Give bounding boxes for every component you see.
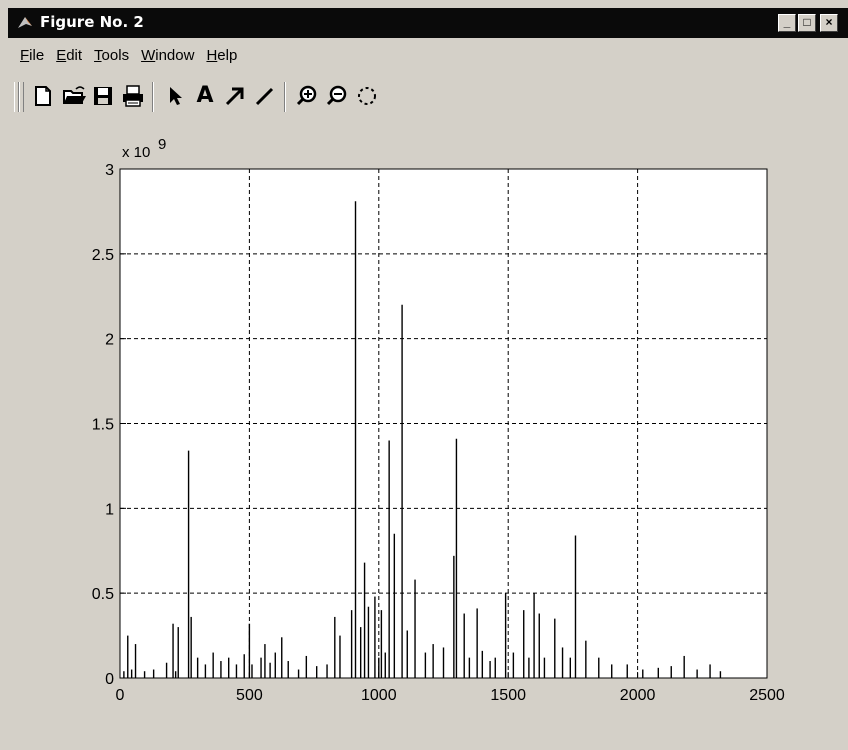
x-tick-label: 1500 (490, 687, 526, 704)
new-figure-button[interactable] (30, 83, 56, 109)
toolbar-grip-2[interactable] (19, 82, 24, 112)
toolbar-separator (152, 82, 154, 112)
menu-tools[interactable]: Tools (94, 47, 130, 64)
arrow-icon (225, 87, 244, 106)
toolbar-separator-2 (284, 82, 286, 112)
close-button[interactable]: × (820, 14, 838, 32)
maximize-button[interactable]: □ (798, 14, 816, 32)
window-title: Figure No. 2 (40, 13, 144, 31)
matlab-logo-icon (18, 17, 32, 28)
maximize-icon: □ (803, 15, 811, 29)
toolbar-grip[interactable] (14, 82, 19, 112)
insert-text-button[interactable]: A (192, 83, 218, 109)
y-exponent-power: 9 (158, 136, 166, 153)
x-tick-label: 1000 (361, 687, 397, 704)
zoom-in-button[interactable] (294, 83, 320, 109)
zoom-out-icon (326, 85, 347, 106)
insert-arrow-button[interactable] (222, 83, 248, 109)
save-icon (94, 87, 112, 105)
open-file-button[interactable] (62, 83, 88, 109)
bar-chart[interactable]: 0 500 1000 1500 2000 2500 0 0.5 1 1.5 2 2.5 3 x 10 9 (0, 120, 848, 750)
new-file-icon (35, 86, 51, 106)
x-tick-label: 0 (116, 687, 125, 704)
y-tick-label: 1.5 (92, 417, 114, 434)
y-tick-label: 2 (105, 332, 114, 349)
y-tick-label: 1 (105, 501, 114, 518)
menu-bar: File Edit Tools Window Help (8, 44, 848, 72)
toolbar: A (8, 76, 848, 116)
menu-help[interactable]: Help (206, 47, 238, 64)
minimize-icon: _ (783, 15, 791, 29)
insert-line-button[interactable] (252, 83, 278, 109)
print-icon (123, 85, 143, 107)
menu-file[interactable]: File (20, 47, 45, 64)
zoom-out-button[interactable] (324, 83, 350, 109)
open-folder-icon (63, 86, 86, 104)
rotate-3d-button[interactable] (354, 83, 380, 109)
y-tick-label: 0 (105, 671, 114, 688)
chart-area: 0 500 1000 1500 2000 2500 0 0.5 1 1.5 2 2.5 3 x 10 9 (0, 120, 848, 750)
menu-edit[interactable]: Edit (56, 47, 83, 64)
y-tick-label: 2.5 (92, 247, 114, 264)
line-icon (255, 87, 274, 106)
menu-window[interactable]: Window (141, 47, 195, 64)
rotate-icon (358, 87, 376, 105)
arrow-pointer-icon (170, 87, 182, 105)
edit-plot-button[interactable] (162, 83, 188, 109)
close-icon: × (825, 15, 833, 29)
zoom-in-icon (296, 85, 317, 106)
save-button[interactable] (90, 83, 116, 109)
print-button[interactable] (120, 83, 146, 109)
minimize-button[interactable]: _ (778, 14, 796, 32)
x-tick-label: 2000 (620, 687, 656, 704)
text-icon: A (196, 83, 214, 108)
y-exponent-label: x 10 (122, 144, 150, 161)
y-tick-label: 3 (105, 162, 114, 179)
y-tick-label: 0.5 (92, 586, 114, 603)
x-tick-label: 500 (236, 687, 263, 704)
title-bar[interactable]: Figure No. 2 _ □ × (8, 8, 848, 38)
x-tick-label: 2500 (749, 687, 785, 704)
